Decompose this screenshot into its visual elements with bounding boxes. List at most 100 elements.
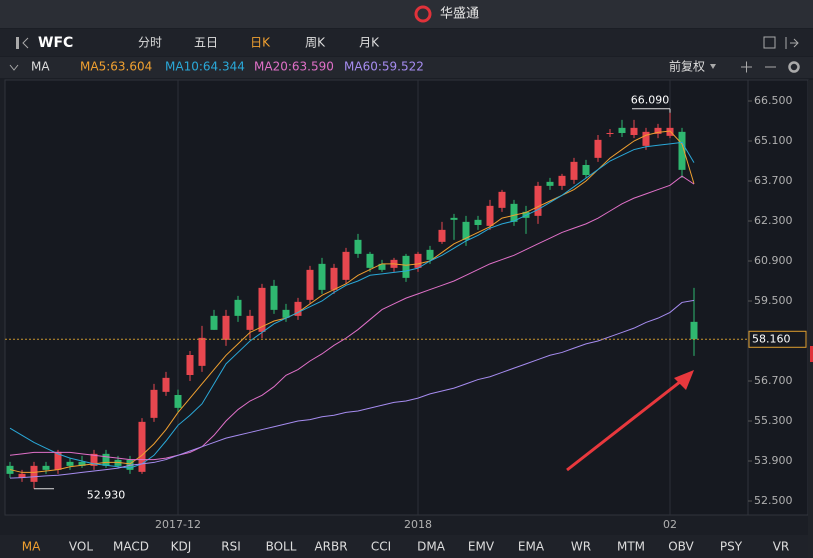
candle-body (594, 139, 602, 158)
low-label: 52.930 (87, 489, 126, 502)
title-bar (0, 0, 813, 28)
candle-body (438, 229, 446, 242)
candle-body (222, 315, 230, 340)
candle-body (378, 263, 386, 270)
y-tick-label: 62.300 (754, 214, 793, 227)
indicator-tab[interactable]: MTM (617, 540, 645, 554)
candle-body (486, 205, 494, 226)
logo (414, 5, 432, 23)
indicator-tab[interactable]: OBV (668, 540, 694, 554)
candle-body (66, 461, 74, 466)
current-price-label: 58.160 (752, 332, 791, 345)
indicator-tab[interactable]: PSY (720, 540, 743, 554)
ma-label: MA (31, 60, 50, 74)
candle-body (78, 461, 86, 466)
tabs: 分时 五日 日K 周K 月K (138, 36, 380, 50)
candle-body (318, 263, 326, 290)
candle-body (354, 239, 362, 254)
plot: 66.500 65.100 63.700 62.300 60.900 59.500 56.7… (5, 80, 807, 531)
candle-body (54, 451, 62, 470)
indicator-tab[interactable]: EMV (468, 540, 495, 554)
tab[interactable]: 分时 (138, 36, 162, 50)
indicator-tab[interactable]: VR (773, 540, 790, 554)
tab[interactable]: 五日 (194, 36, 218, 50)
candle-body (450, 217, 458, 220)
x-tick-label: 2017-12 (155, 518, 201, 531)
candle-body (282, 309, 290, 318)
scroll-strip (808, 80, 813, 558)
indicator-tab[interactable]: EMA (518, 540, 545, 554)
ma-line (9, 299, 695, 479)
toolbar (0, 29, 813, 56)
settings-icon[interactable] (788, 61, 800, 73)
fullscreen-icon[interactable] (763, 36, 776, 49)
indicator-tab[interactable]: KDJ (171, 540, 192, 554)
candle-body (426, 249, 434, 260)
y-tick-label: 60.900 (754, 254, 793, 267)
candle-body (90, 453, 98, 466)
adjust-arrow (710, 64, 716, 69)
candle-body (414, 253, 422, 268)
legend-entry: MA10:64.344 (165, 60, 245, 74)
symbol: WFC (38, 35, 73, 51)
legend-entry: MA20:63.590 (254, 60, 334, 74)
candle-body (162, 377, 170, 392)
collapse-icon (22, 37, 29, 49)
y-tick-label: 52.500 (754, 494, 793, 507)
ma-line (9, 175, 695, 461)
candle-body (366, 253, 374, 268)
candle-body (570, 161, 578, 180)
y-tick-label: 63.700 (754, 174, 793, 187)
candle-body (462, 221, 470, 240)
candle-body (618, 127, 626, 133)
tab[interactable]: 周K (305, 36, 326, 50)
dropdown-icon[interactable] (9, 64, 19, 71)
panel-icon (16, 37, 19, 49)
candle-body (102, 453, 110, 466)
arrow-shaft (566, 376, 686, 472)
candle-body (138, 421, 146, 472)
candle-body (258, 287, 266, 332)
indicator-tab[interactable]: BOLL (266, 540, 297, 554)
price-axis (747, 79, 809, 516)
candle-body (330, 267, 338, 290)
zoom-in[interactable] (741, 61, 752, 73)
indicator-tab[interactable]: MACD (113, 540, 149, 554)
indicator-tab[interactable]: WR (571, 540, 591, 554)
candle-body (306, 269, 314, 300)
candle-body (606, 133, 614, 134)
indicator-tab[interactable]: CCI (371, 540, 391, 554)
ma-line (9, 141, 695, 469)
y-tick-label: 55.300 (754, 414, 793, 427)
adjust-label[interactable]: 前复权 (669, 59, 705, 74)
high-label: 66.090 (631, 94, 670, 107)
legend-entry: MA60:59.522 (344, 60, 424, 74)
candle-body (342, 251, 350, 280)
indicator-bar (0, 535, 808, 558)
candle-body (654, 127, 662, 134)
tab[interactable]: 月K (359, 36, 380, 50)
tab[interactable]: 日K (250, 36, 271, 50)
candle-body (174, 395, 182, 408)
candle-body (246, 315, 254, 330)
candle-body (582, 165, 590, 175)
exit-icon[interactable] (785, 37, 799, 49)
y-tick-label: 53.900 (754, 454, 793, 467)
candle-body (474, 219, 482, 225)
candle-body (30, 465, 38, 482)
indicator-tab[interactable]: VOL (69, 540, 93, 554)
plot-area (4, 79, 749, 516)
indicator-tab[interactable]: MA (22, 540, 41, 554)
candle-body (666, 127, 674, 136)
candle-body (690, 321, 698, 340)
indicator-tab[interactable]: ARBR (314, 540, 347, 554)
indicator-tab[interactable]: RSI (221, 540, 241, 554)
y-tick-label: 65.100 (754, 134, 793, 147)
candle-body (294, 301, 302, 316)
candle-body (558, 175, 566, 186)
indicators: MA VOL MACD KDJ RSI BOLL ARBR CCI DMA EMV EMA WR MTM… (22, 540, 790, 554)
candle-body (186, 355, 194, 375)
indicator-tab[interactable]: DMA (417, 540, 446, 554)
